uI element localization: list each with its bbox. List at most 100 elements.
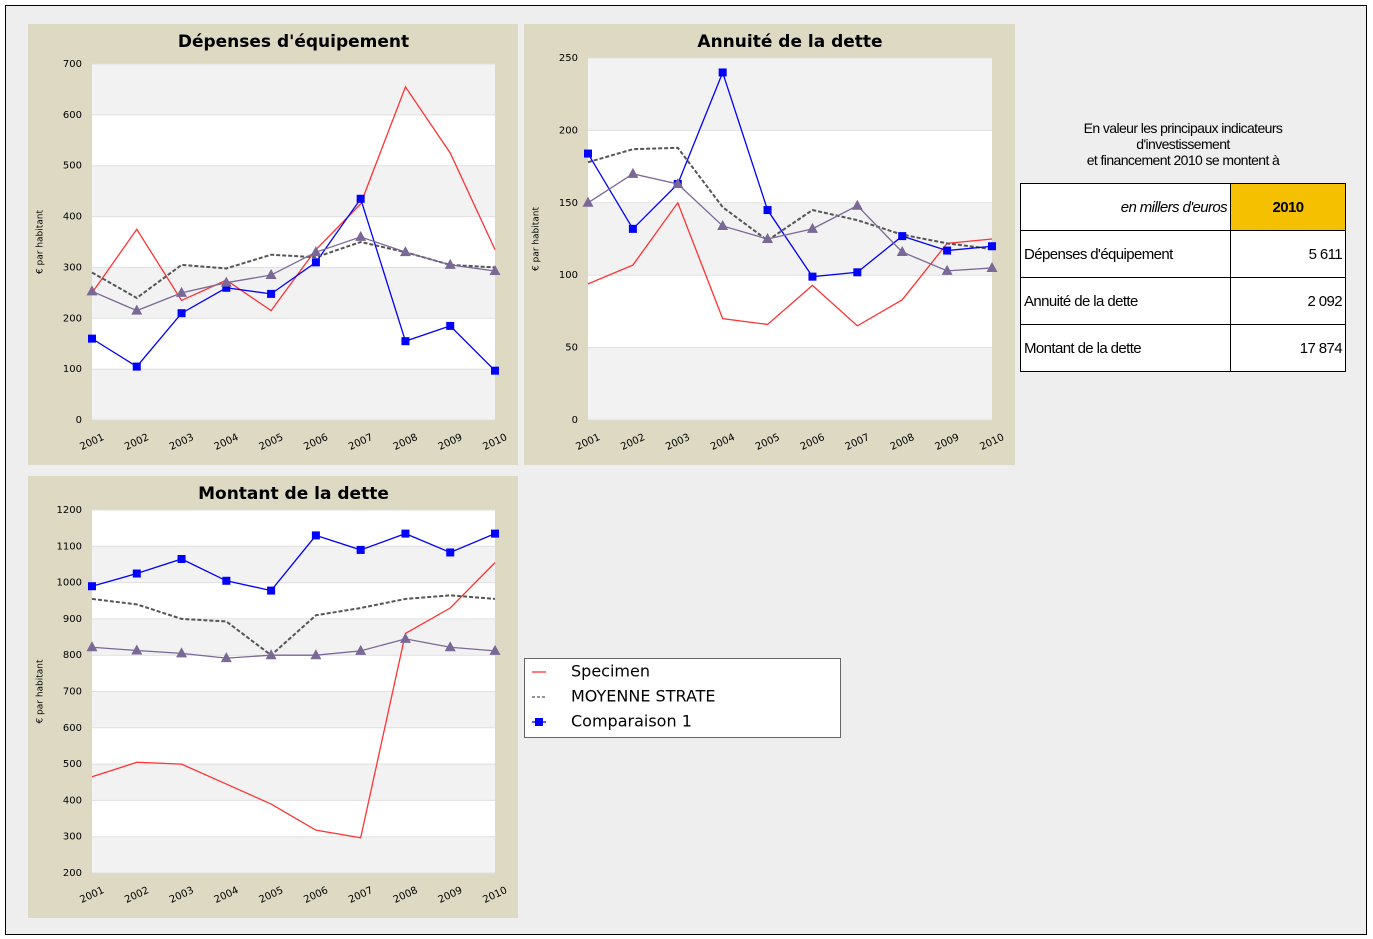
y-tick-label: 600 <box>63 110 82 121</box>
point-marker <box>177 309 186 318</box>
y-tick-label: 500 <box>63 759 82 770</box>
indicator-table: en millers d'euros 2010 Dépenses d'équipe… <box>1020 183 1346 372</box>
point-marker <box>582 196 594 207</box>
row: Montant de la dette 17 874 <box>1020 324 1346 372</box>
point-marker <box>401 529 410 538</box>
point-marker <box>86 285 98 296</box>
point-marker <box>265 649 277 660</box>
intro-line: En valeur les principaux indicateurs <box>1083 120 1283 136</box>
y-tick-label: 0 <box>572 415 578 426</box>
chart-title: Montant de la dette <box>198 484 389 504</box>
point-marker <box>489 644 501 655</box>
cell: Annuité de la dette <box>1020 277 1231 325</box>
point-marker <box>265 269 277 280</box>
row: Annuité de la dette 2 092 <box>1020 277 1346 325</box>
point-marker <box>853 268 862 277</box>
header-cell: en millers d'euros <box>1020 183 1231 231</box>
y-tick-label: 200 <box>63 313 82 324</box>
table-intro: En valeur les principaux indicateurs d'i… <box>1020 120 1346 168</box>
series-line <box>91 236 496 312</box>
grid-band <box>92 64 495 115</box>
y-axis-label: € par habitant <box>532 206 542 271</box>
point-marker <box>762 233 774 243</box>
point-marker <box>131 644 143 655</box>
series-line <box>91 562 496 839</box>
grid-band <box>92 764 495 801</box>
point-marker <box>356 545 365 554</box>
grid-band <box>92 691 495 728</box>
series-line <box>587 173 993 272</box>
series-line <box>91 532 496 592</box>
point-marker <box>898 232 907 241</box>
y-tick-label: 400 <box>63 795 82 806</box>
point-marker <box>717 219 729 230</box>
legend-label: Specimen <box>571 662 650 681</box>
point-marker <box>806 222 818 233</box>
point-marker <box>627 167 639 178</box>
legend <box>524 658 841 738</box>
legend-label: Comparaison 1 <box>571 712 692 731</box>
row: Dépenses d'équipement 5 611 <box>1020 230 1346 278</box>
point-marker <box>310 649 322 660</box>
point-marker <box>177 555 186 564</box>
point-marker <box>808 272 817 281</box>
grid-band <box>92 546 495 583</box>
point-marker <box>628 224 637 233</box>
grid-band <box>588 347 992 420</box>
intro-line: et financement 2010 se montent à <box>1086 152 1280 168</box>
point-marker <box>132 569 141 578</box>
series-line <box>91 594 496 657</box>
series-line <box>587 201 993 327</box>
point-marker <box>131 304 143 315</box>
y-tick-label: 1000 <box>57 578 82 589</box>
y-axis-label: € par habitant <box>36 209 46 274</box>
grid-band <box>92 165 495 217</box>
point-marker <box>311 258 320 267</box>
point-marker <box>267 289 276 298</box>
point-marker <box>584 149 592 158</box>
point-marker <box>941 264 953 275</box>
point-marker <box>491 366 499 375</box>
point-marker <box>311 531 320 540</box>
chart-title: Annuité de la dette <box>697 32 882 52</box>
cell: Dépenses d'équipement <box>1020 230 1231 278</box>
point-marker <box>88 334 96 343</box>
point-marker <box>176 647 188 658</box>
point-marker <box>491 529 499 538</box>
y-tick-label: 250 <box>559 53 578 64</box>
series-line <box>91 85 496 312</box>
point-marker <box>943 246 952 255</box>
y-tick-label: 300 <box>63 832 82 843</box>
point-marker <box>222 576 231 585</box>
y-tick-label: 100 <box>63 364 82 375</box>
cell: 2 092 <box>1230 277 1346 325</box>
y-tick-label: 50 <box>565 343 578 354</box>
y-tick-label: 1100 <box>57 541 82 552</box>
point-marker <box>267 586 276 595</box>
series-line <box>587 146 993 251</box>
cell: Montant de la dette <box>1020 324 1231 372</box>
y-axis-label: € par habitant <box>36 659 46 724</box>
y-tick-label: 150 <box>559 198 578 209</box>
point-marker <box>355 230 367 241</box>
series-line <box>587 70 993 278</box>
point-marker <box>132 362 141 371</box>
point-marker <box>220 276 232 287</box>
point-marker <box>446 548 455 557</box>
point-marker <box>986 261 998 272</box>
y-tick-label: 1200 <box>57 505 82 516</box>
y-tick-label: 100 <box>559 270 578 281</box>
y-tick-label: 500 <box>63 161 82 172</box>
series-line <box>91 197 496 372</box>
y-tick-label: 200 <box>559 125 578 136</box>
point-marker <box>489 264 501 275</box>
point-marker <box>444 641 456 652</box>
grid-band <box>92 267 495 319</box>
point-marker <box>446 321 455 330</box>
point-marker <box>401 337 410 346</box>
y-tick-label: 700 <box>63 687 82 698</box>
y-tick-label: 900 <box>63 614 82 625</box>
point-marker <box>222 283 231 292</box>
